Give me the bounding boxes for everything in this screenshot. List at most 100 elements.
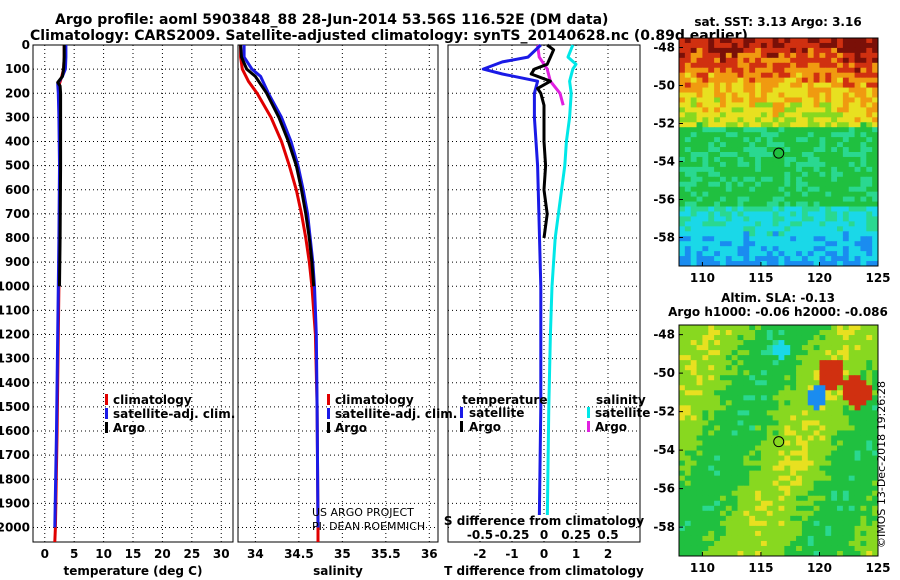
map-cell [737,330,744,336]
map-cell [825,515,832,522]
map-cell [708,405,715,411]
map-cell [837,490,844,497]
map-cell [702,97,709,103]
map-cell [702,132,709,138]
map-cell [842,166,850,173]
map-cell [813,400,820,406]
map-cell [696,350,703,356]
map-cell [872,176,879,183]
map-cell [842,196,850,203]
map-cell [755,400,762,406]
map-y-tick-label: -58 [653,520,675,534]
map-cell [848,221,856,227]
map-cell [696,57,703,64]
map-cell [696,435,703,441]
map-cell [872,355,879,361]
map-cell [872,435,879,441]
map-cell [702,216,709,222]
map-cell [743,231,750,237]
map-cell [743,57,750,64]
map-cell [714,231,721,237]
map-cell [872,415,879,421]
map-cell [760,127,768,133]
map-cell [760,261,768,267]
map-cell [766,231,774,237]
map-cell [743,132,750,138]
map-cell [842,241,850,247]
map-cell [831,475,838,482]
map-cell [702,156,709,163]
map-cell [860,430,867,436]
map-cell [860,97,867,103]
map-cell [848,385,856,391]
map-cell [778,142,785,148]
map-cell [725,455,733,462]
map-cell [755,42,762,49]
map-cell [854,435,861,441]
map-cell [825,390,832,396]
map-cell [872,395,879,401]
map-cell [866,385,873,391]
map-cell [731,535,739,542]
map-cell [866,415,873,421]
map-cell [784,420,791,426]
map-cell [842,495,850,502]
map-cell [842,440,850,447]
map-cell [872,52,879,59]
map-cell [801,132,809,138]
map-cell [714,201,721,208]
map-cell [679,117,686,123]
map-cell [801,231,809,237]
depth-tick-label: 1400 [0,376,30,390]
map-cell [714,335,721,341]
map-cell [696,137,703,143]
map-cell [848,62,856,69]
map-cell [807,107,815,113]
map-cell [819,122,826,128]
map-cell [854,510,861,517]
map-cell [684,181,692,188]
map-cell [743,171,750,178]
map-cell [702,470,709,477]
map-cell [684,420,692,426]
map-cell [831,137,838,143]
map-cell [784,425,791,431]
map-cell [702,241,709,247]
map-cell [772,256,779,262]
map-cell [790,137,797,143]
map-cell [813,127,820,133]
map-cell [819,216,826,222]
map-cell [796,72,803,79]
map-cell [684,495,692,502]
map-cell [854,67,861,74]
map-cell [848,57,856,64]
map-cell [813,256,820,262]
map-cell [778,405,785,411]
legend-swatch [460,407,463,418]
map-cell [719,246,727,252]
map-cell [696,82,703,89]
map-cell [731,465,739,472]
map-cell [719,515,727,522]
map-cell [696,530,703,537]
map-cell [813,395,820,401]
map-cell [837,530,844,537]
map-cell [731,122,739,128]
map-cell [772,42,779,49]
map-cell [872,475,879,482]
map-cell [696,156,703,163]
map-cell [731,256,739,262]
map-y-tick-label: -50 [653,79,675,93]
map-cell [766,216,774,222]
map-cell [813,365,820,371]
map-cell [796,236,803,242]
map-cell [784,540,791,547]
map-cell [708,42,715,49]
map-cell [755,410,762,416]
map-cell [854,52,861,59]
map-cell [790,525,797,532]
map-cell [801,505,809,512]
map-cell [848,350,856,356]
map-cell [690,390,698,396]
map-cell [679,330,686,336]
